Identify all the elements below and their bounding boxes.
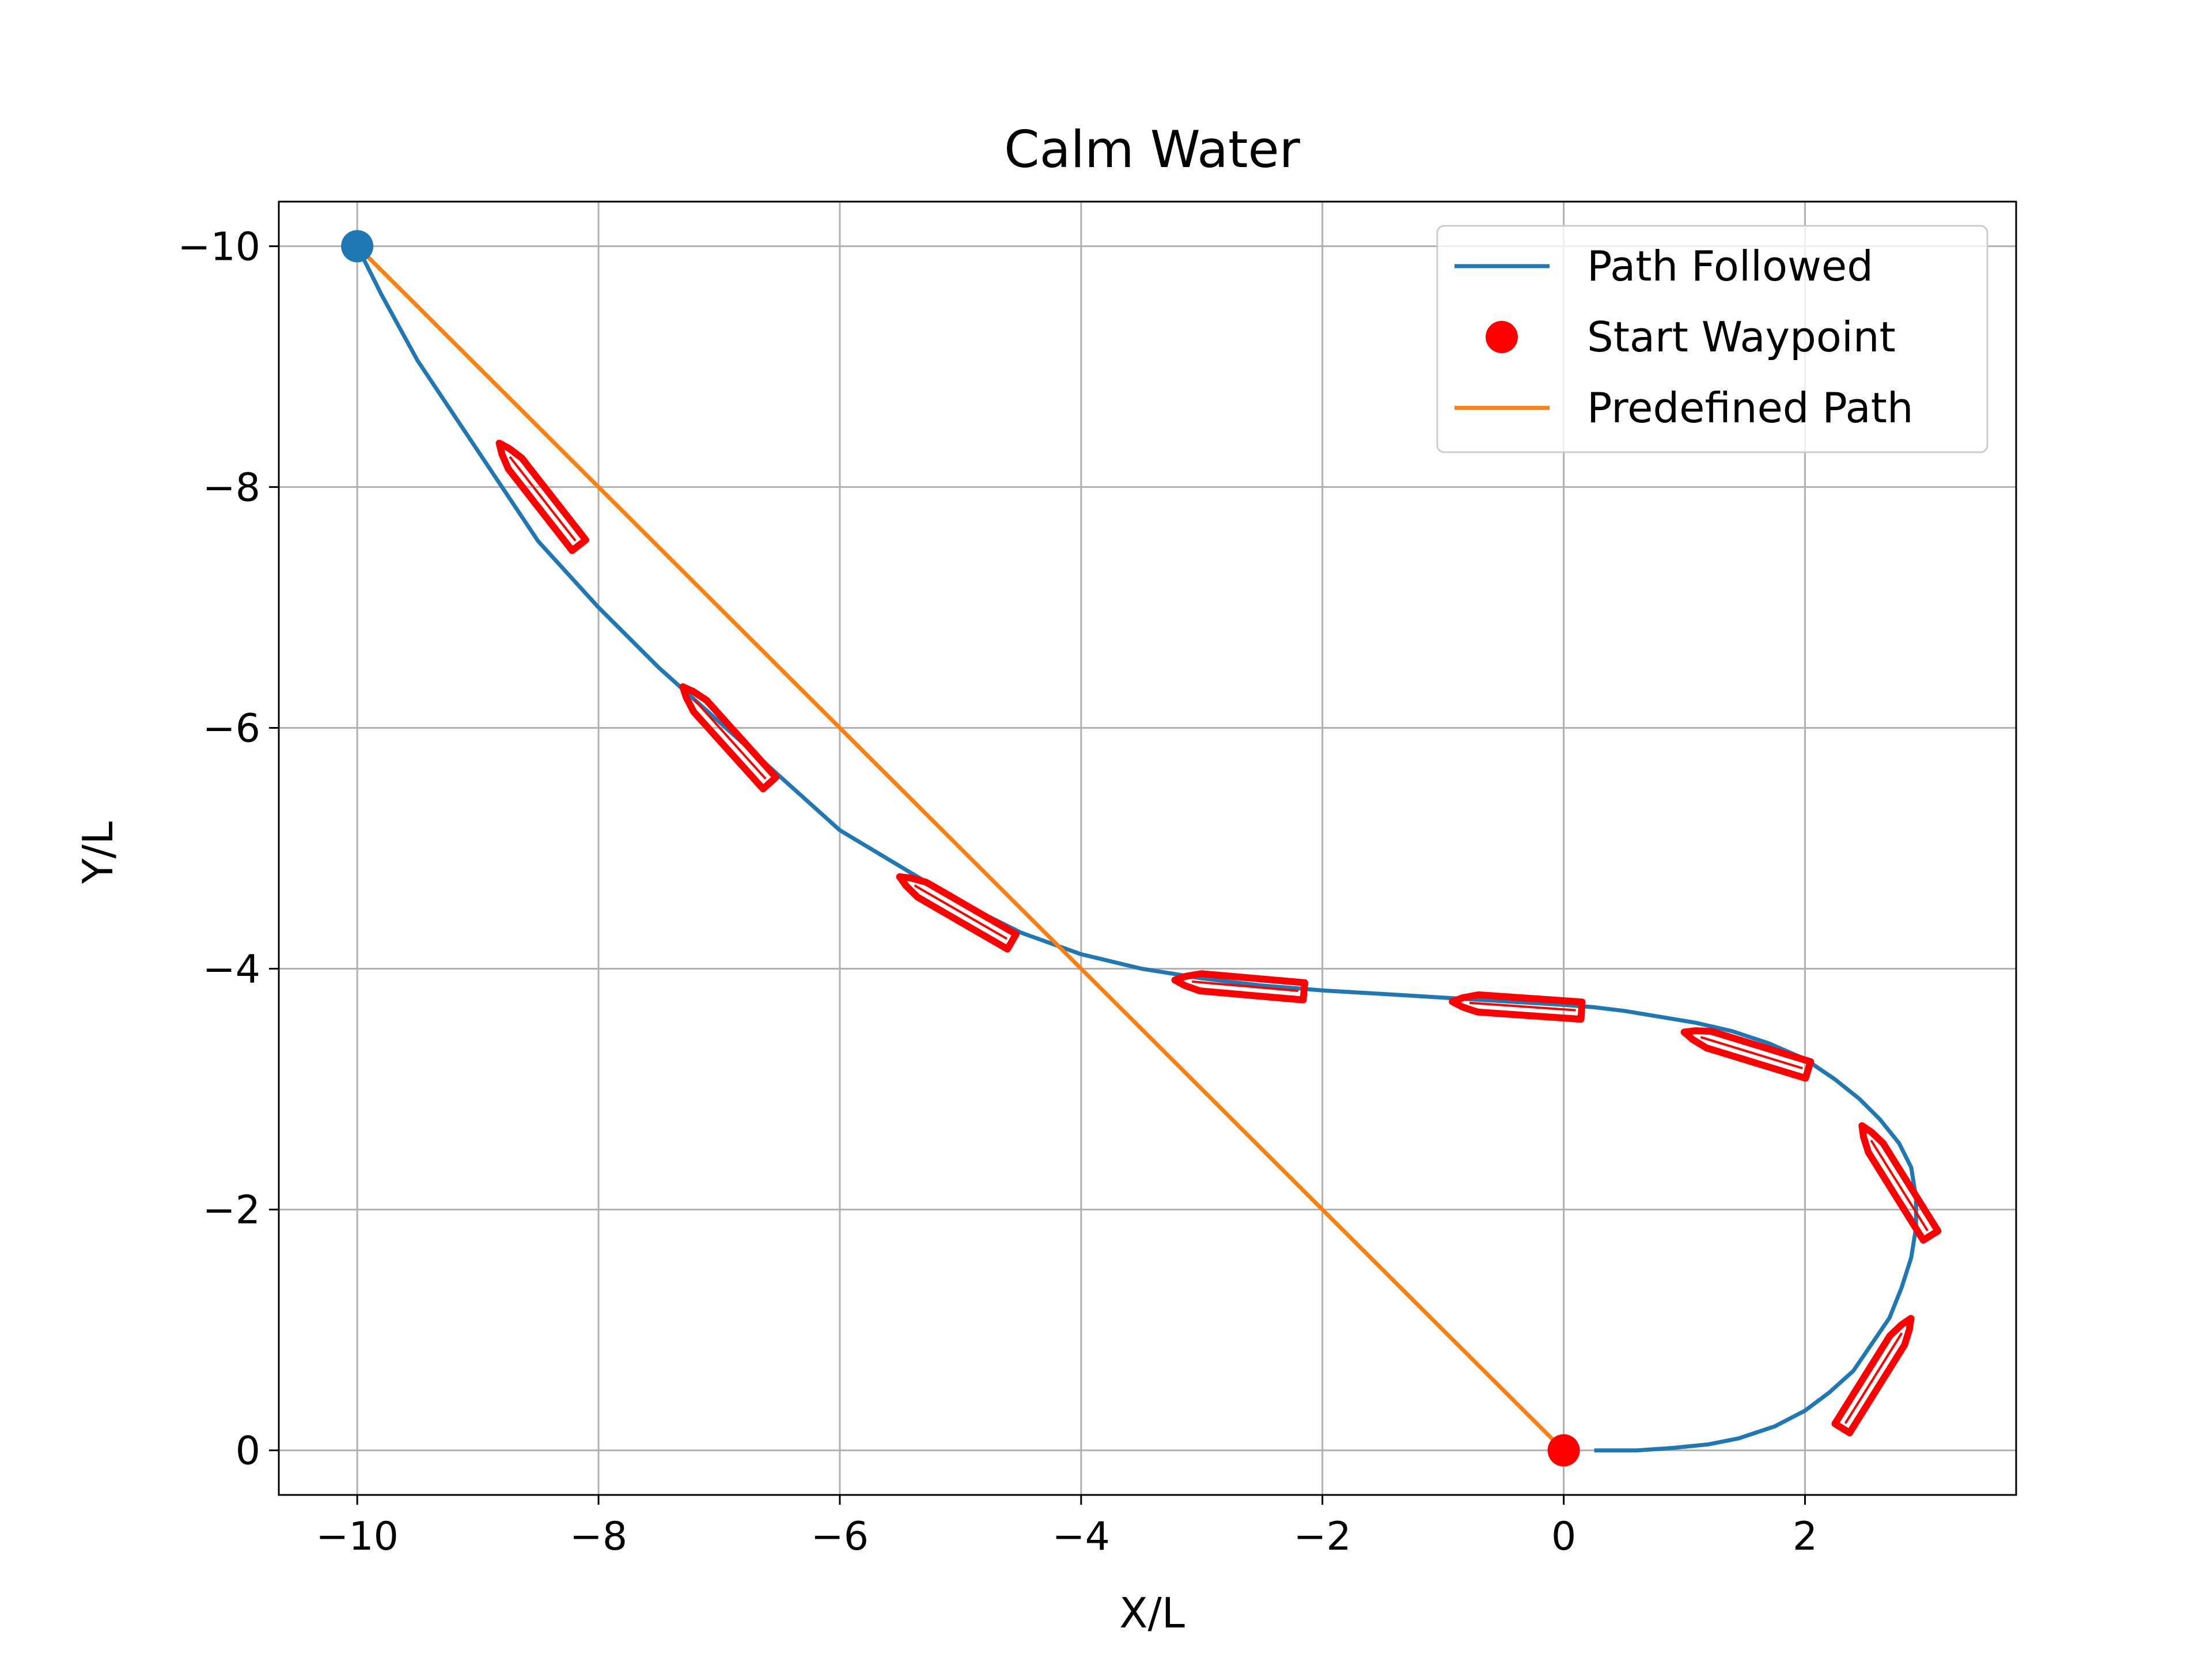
marker-layer [341, 230, 1580, 1467]
y-tick-label: −6 [203, 706, 260, 751]
vessel-hull-outline [1680, 1027, 1815, 1082]
vessel-hull-outline [896, 873, 1020, 953]
y-tick-label: 0 [236, 1429, 260, 1474]
vessel-layer [495, 440, 1942, 1437]
legend-label-path-followed: Path Followed [1587, 242, 1873, 290]
x-tick-label: −8 [570, 1514, 627, 1559]
x-axis-label: X/L [1119, 1589, 1185, 1637]
vessel-hull-outline [1831, 1315, 1915, 1437]
y-tick-label: −2 [203, 1188, 260, 1233]
vessel-hull-outline [1449, 991, 1586, 1023]
vessel-hull-outline [495, 440, 589, 554]
vessel-marker [1449, 991, 1586, 1023]
vessel-hull-outline [679, 683, 779, 793]
vessel-marker [1171, 970, 1308, 1004]
vessel-hull-outline [1171, 970, 1308, 1004]
legend-swatch-start-waypoint [1486, 321, 1518, 353]
vessel-keel-line [1192, 980, 1298, 992]
vessel-marker [896, 873, 1020, 953]
plot-area-frame [278, 200, 2017, 1496]
vessel-marker [1858, 1122, 1942, 1244]
vessel-marker [1831, 1315, 1915, 1437]
legend: Path Followed Start Waypoint Predefined … [1436, 225, 1988, 453]
marker-start-waypoint [1547, 1434, 1580, 1467]
vessel-keel-line [509, 456, 577, 542]
x-tick-label: 2 [1793, 1514, 1817, 1559]
y-tick-label: −4 [203, 947, 260, 993]
legend-box [1436, 225, 1988, 453]
tick-layer: −10 −8 −6 −4 −2 0 2 −10 −8 −6 −4 −2 0 [177, 224, 1817, 1559]
y-tick-label: −8 [203, 465, 260, 510]
vessel-hull-outline [1858, 1122, 1942, 1244]
vessel-marker [495, 440, 589, 554]
series-line-path-followed [354, 243, 1918, 1453]
series-line-predefined-path [354, 243, 1567, 1453]
vessel-keel-line [693, 699, 767, 780]
x-tick-label: 0 [1551, 1514, 1576, 1559]
x-tick-label: −10 [316, 1514, 399, 1559]
y-tick-label: −10 [177, 224, 260, 270]
vessel-marker [679, 683, 779, 793]
vessel-marker [1680, 1027, 1815, 1082]
vessel-keel-line [1844, 1332, 1903, 1424]
vessel-keel-line [914, 884, 1007, 940]
legend-label-start-waypoint: Start Waypoint [1587, 313, 1896, 361]
x-tick-label: −2 [1294, 1514, 1351, 1559]
x-tick-label: −6 [811, 1514, 869, 1559]
vessel-keel-line [1700, 1036, 1803, 1070]
series-layer [354, 243, 1918, 1453]
x-tick-label: −4 [1052, 1514, 1110, 1559]
legend-label-predefined-path: Predefined Path [1587, 384, 1914, 432]
y-axis-label: Y/L [74, 821, 122, 884]
marker-end-waypoint [341, 230, 374, 263]
chart-title: Calm Water [1004, 120, 1300, 179]
vessel-keel-line [1469, 1001, 1576, 1012]
vessel-keel-line [1870, 1139, 1929, 1232]
